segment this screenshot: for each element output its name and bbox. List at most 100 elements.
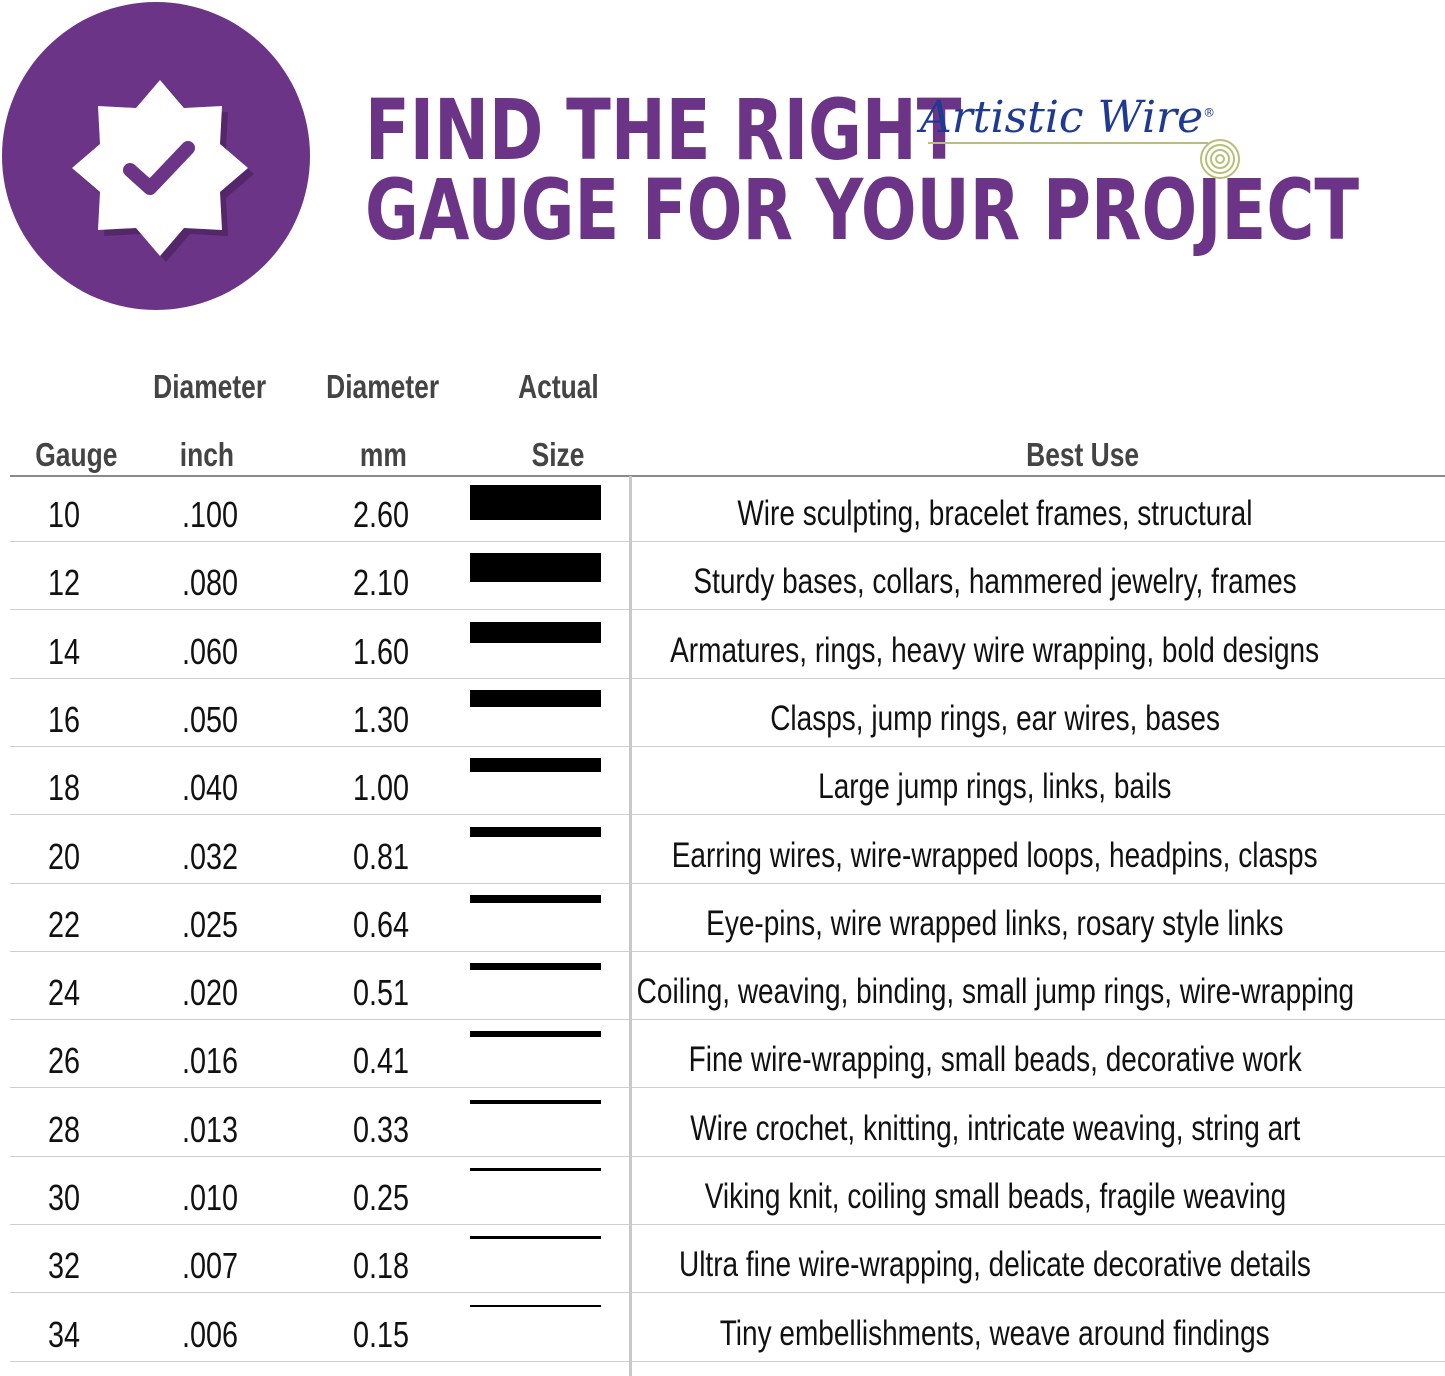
inch-cell: .050: [181, 698, 239, 740]
header-size: Size: [531, 436, 585, 473]
inch-cell: .020: [181, 972, 239, 1014]
actual-size-bar: [470, 1031, 601, 1037]
row-divider: [632, 1224, 1445, 1225]
inch-cell: .032: [181, 835, 239, 877]
row-divider: [632, 745, 1445, 747]
row-divider: [632, 882, 1445, 884]
row-divider: [10, 609, 629, 611]
brand-underline: [928, 142, 1208, 144]
actual-size-bar: [470, 1168, 601, 1172]
mm-cell: 0.41: [352, 1040, 410, 1082]
row-divider: [632, 541, 1445, 542]
mm-cell: 2.60: [352, 494, 410, 535]
inch-cell: .016: [181, 1040, 239, 1082]
actual-size-bar: [470, 758, 601, 772]
actual-size-bar: [470, 553, 601, 582]
inch-cell: .007: [181, 1245, 239, 1287]
actual-size-bar: [470, 894, 601, 904]
row-divider: [632, 950, 1445, 952]
row-divider: [632, 1292, 1445, 1294]
row-divider: [10, 1155, 629, 1157]
actual-size-bar: [470, 826, 601, 838]
row-divider: [10, 677, 629, 679]
title-line-2: GAUGE FOR YOUR PROJECT: [365, 161, 1360, 259]
column-divider: [629, 476, 632, 1376]
gauge-cell: 20: [47, 835, 81, 877]
actual-size-bar: [470, 621, 601, 644]
check-badge-icon: [72, 80, 254, 262]
best-use-cell: Wire crochet, knitting, intricate weavin…: [689, 1108, 1300, 1148]
best-use-cell: Fine wire-wrapping, small beads, decorat…: [688, 1040, 1302, 1080]
best-use-cell: Viking knit, coiling small beads, fragil…: [704, 1177, 1286, 1216]
best-use-cell: Sturdy bases, collars, hammered jewelry,…: [693, 562, 1297, 602]
row-divider: [10, 882, 629, 884]
row-divider: [10, 1224, 629, 1225]
header-mm-top: Diameter: [326, 368, 440, 405]
inch-cell: .006: [181, 1313, 239, 1355]
row-divider: [632, 1019, 1445, 1021]
row-divider: [10, 814, 629, 816]
check-badge-circle: [2, 2, 310, 310]
gauge-cell: 26: [47, 1040, 81, 1082]
mm-cell: 1.00: [352, 767, 410, 809]
row-divider: [10, 1292, 629, 1294]
best-use-cell: Armatures, rings, heavy wire wrapping, b…: [670, 630, 1320, 670]
mm-cell: 0.25: [352, 1177, 410, 1218]
actual-size-bar: [470, 485, 601, 521]
gauge-cell: 18: [47, 767, 81, 809]
mm-cell: 1.60: [352, 630, 410, 672]
inch-cell: .040: [181, 767, 239, 809]
mm-cell: 0.18: [352, 1245, 410, 1287]
row-divider: [632, 814, 1445, 816]
header-best-use: Best Use: [1026, 436, 1140, 473]
actual-size-bar: [470, 963, 601, 970]
registered-mark: ®: [1203, 105, 1216, 120]
best-use-cell: Eye-pins, wire wrapped links, rosary sty…: [706, 903, 1284, 943]
inch-cell: .060: [181, 630, 239, 672]
best-use-cell: Clasps, jump rings, ear wires, bases: [770, 698, 1220, 738]
mm-cell: 0.64: [352, 903, 410, 945]
row-divider: [632, 1155, 1445, 1157]
mm-cell: 1.30: [352, 698, 410, 740]
row-divider: [632, 609, 1445, 611]
gauge-cell: 12: [47, 562, 81, 604]
best-use-cell: Wire sculpting, bracelet frames, structu…: [737, 494, 1253, 533]
inch-cell: .025: [181, 903, 239, 945]
row-divider: [10, 541, 629, 542]
gauge-cell: 16: [47, 698, 81, 740]
best-use-cell: Coiling, weaving, binding, small jump ri…: [636, 972, 1354, 1012]
gauge-cell: 34: [47, 1313, 81, 1355]
gauge-cell: 22: [47, 903, 81, 945]
inch-cell: .013: [181, 1108, 239, 1150]
header-inch: inch: [179, 436, 235, 473]
header-divider: [10, 475, 1445, 477]
best-use-cell: Large jump rings, links, bails: [818, 767, 1172, 807]
wire-coil-icon: [1200, 139, 1240, 179]
row-divider: [10, 1087, 629, 1089]
header-size-top: Actual: [517, 368, 599, 405]
row-divider: [632, 1360, 1445, 1362]
gauge-cell: 32: [47, 1245, 81, 1287]
gauge-cell: 14: [47, 630, 81, 672]
mm-cell: 2.10: [352, 562, 410, 604]
inch-cell: .100: [181, 494, 239, 535]
actual-size-bar: [470, 1099, 601, 1105]
best-use-cell: Earring wires, wire-wrapped loops, headp…: [672, 835, 1318, 875]
gauge-cell: 28: [47, 1108, 81, 1150]
gauge-cell: 10: [47, 494, 81, 535]
row-divider: [10, 1019, 629, 1021]
row-divider: [10, 745, 629, 747]
gauge-cell: 30: [47, 1177, 81, 1218]
title-line-1: FIND THE RIGHT: [365, 81, 962, 179]
brand-logo: Artistic Wire®: [920, 92, 1215, 143]
mm-cell: 0.33: [352, 1108, 410, 1150]
row-divider: [632, 677, 1445, 679]
actual-size-bar: [470, 1304, 601, 1307]
brand-logo-text: Artistic Wire: [920, 92, 1204, 143]
mm-cell: 0.51: [352, 972, 410, 1014]
mm-cell: 0.15: [352, 1313, 410, 1355]
best-use-cell: Tiny embellishments, weave around findin…: [720, 1313, 1270, 1353]
header-gauge: Gauge: [34, 436, 118, 473]
gauge-cell: 24: [47, 972, 81, 1014]
inch-cell: .010: [181, 1177, 239, 1218]
